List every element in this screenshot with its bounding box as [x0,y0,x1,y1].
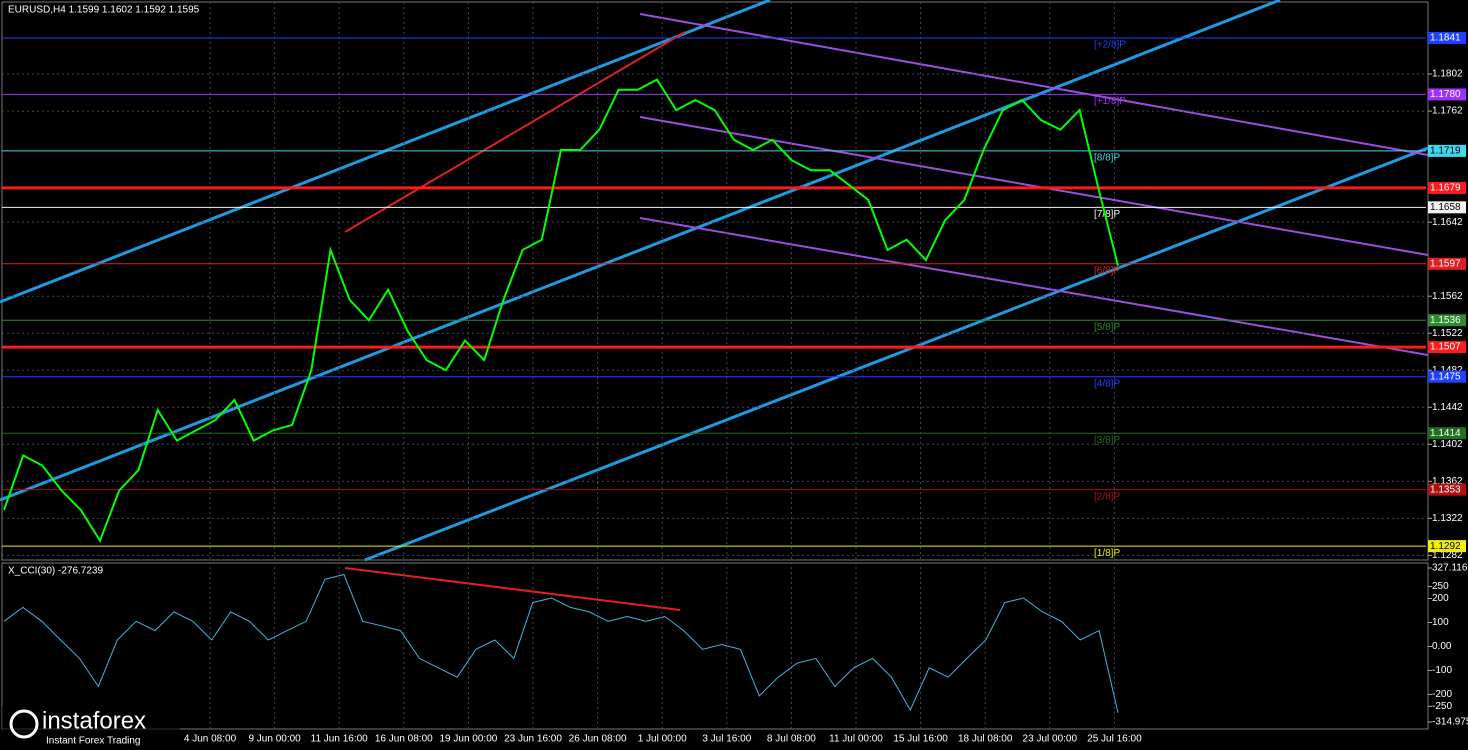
level-price: 1.1475 [1430,371,1461,382]
y-tick-label: 1.1762 [1432,106,1463,117]
x-tick-label: 23 Jul 00:00 [1023,734,1078,745]
level-price: 1.1719 [1430,146,1461,157]
x-tick-label: 1 Jul 00:00 [638,734,687,745]
x-tick-label: 3 Jul 16:00 [702,734,751,745]
y-tick-label: -314.975 [1432,717,1468,728]
x-tick-label: 16 Jun 08:00 [375,734,433,745]
main-frame [1,1,1429,561]
divergence-line [344,31,686,233]
level-price: 1.1414 [1430,428,1461,439]
y-tick-label: 250 [1432,581,1449,592]
level-price-box [1428,370,1466,383]
x-tick-label: 23 Jun 16:00 [504,734,562,745]
level-price-box [1428,257,1466,270]
y-tick-label: 1.1362 [1432,476,1463,487]
level-price-box [1428,483,1466,496]
level-price-box [1428,427,1466,440]
y-tick-label: 1.1642 [1432,217,1463,228]
level-name: [+2/8]P [1094,40,1126,51]
trendlines [0,0,1429,729]
y-tick-label: 1.1562 [1432,291,1463,302]
y-tick-label: 1.1802 [1432,69,1463,80]
level-name: [7/8]P [1094,209,1120,220]
y-tick-label: 1.1322 [1432,513,1463,524]
logo-brand: instaforex [42,707,146,734]
level-price: 1.1507 [1430,342,1461,353]
x-tick-label: 11 Jul 00:00 [829,734,883,745]
y-tick-label: 1.1402 [1432,439,1463,450]
level-price: 1.1597 [1430,258,1461,269]
x-tick-label: 19 Jun 00:00 [439,734,497,745]
regression-line [639,217,1429,356]
x-tick-label: 25 Jul 16:00 [1087,734,1142,745]
y-tick-label: 200 [1432,593,1449,604]
level-name: [2/8]P [1094,491,1120,502]
y-tick-label: -200 [1432,689,1452,700]
level-price-box [1428,314,1466,327]
price-line [3,78,1119,543]
cci-title: X_CCI(30) -276.7239 [8,566,103,577]
channel-line [364,146,1429,562]
x-tick-label: 18 Jul 08:00 [958,734,1013,745]
logo-icon [9,709,39,739]
y-tick-label: 1.1482 [1432,365,1463,376]
x-tick-label: 8 Jul 08:00 [767,734,816,745]
level-price-box [1428,181,1466,194]
price-line [3,573,1119,713]
y-tick-label: 1.1282 [1432,550,1463,561]
level-price-box [1428,341,1466,354]
x-tick-label: 26 Jun 08:00 [569,734,627,745]
level-price-box [1428,88,1466,101]
level-price: 1.1536 [1430,315,1461,326]
x-tick-label: 4 Jun 08:00 [184,734,237,745]
y-tick-label: 1.1522 [1432,328,1463,339]
level-price-box [1428,144,1466,157]
divergence-line [344,567,681,611]
level-price-box [1428,31,1466,44]
level-price: 1.1353 [1430,484,1461,495]
channel-line [0,0,1281,502]
logo-slogan: Instant Forex Trading [46,736,141,747]
x-tick-label: 11 Jun 16:00 [311,734,369,745]
level-price: 1.1841 [1430,33,1461,44]
y-tick-label: 100 [1432,617,1449,628]
level-name: [3/8]P [1094,435,1120,446]
chart-header: EURUSD,H4 1.1599 1.1602 1.1592 1.1595 [8,5,200,16]
level-price: 1.1292 [1430,541,1461,552]
level-name: [5/8]P [1094,322,1120,333]
level-price: 1.1679 [1430,183,1461,194]
level-price: 1.1658 [1430,202,1461,213]
y-tick-label: 1.1442 [1432,402,1463,413]
level-name: [8/8]P [1094,153,1120,164]
y-tick-label: -100 [1432,665,1452,676]
x-tick-label: 15 Jul 16:00 [893,734,948,745]
level-name: [4/8]P [1094,378,1120,389]
level-name: [1/8]P [1094,548,1120,559]
y-tick-label: 327.116 [1432,563,1468,574]
level-price-box [1428,540,1466,553]
level-price-box [1428,201,1466,214]
y-tick-label: -250 [1432,701,1452,712]
level-name: [+1/8]P [1094,96,1126,107]
y-tick-label: 0.00 [1432,641,1452,652]
x-tick-label: 9 Jun 00:00 [248,734,301,745]
level-price: 1.1780 [1430,89,1461,100]
level-name: [6/8]P [1094,265,1120,276]
